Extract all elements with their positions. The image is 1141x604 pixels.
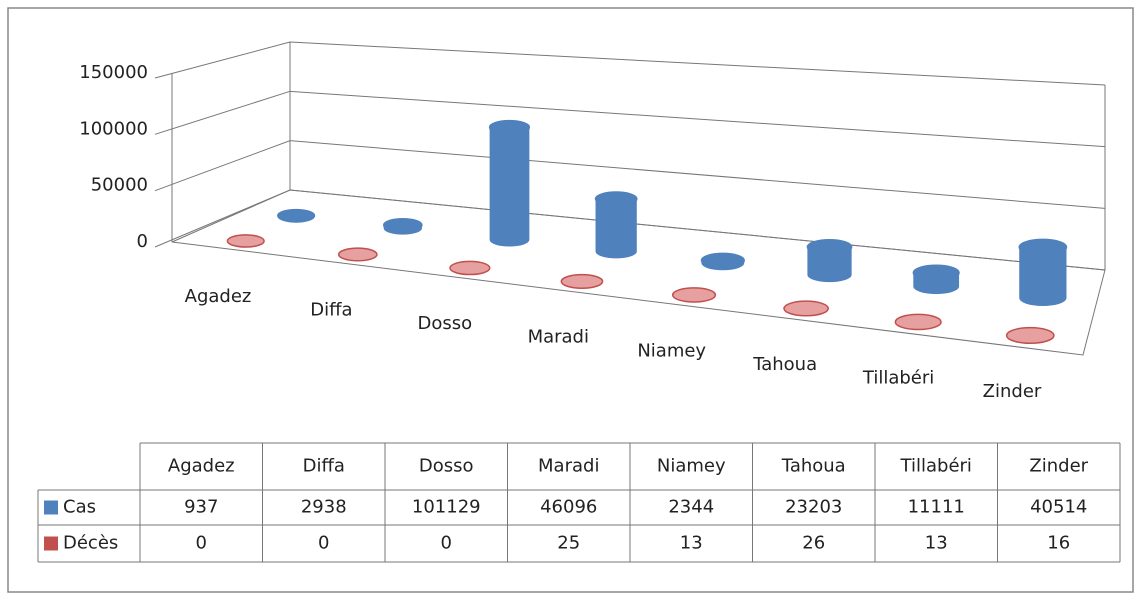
y-tick-label: 50000	[91, 175, 148, 196]
table-cell: 13	[680, 533, 703, 554]
x-tick-label: Diffa	[310, 300, 352, 321]
bar	[912, 264, 960, 295]
y-tick-label: 0	[137, 231, 148, 252]
bar-body	[807, 247, 852, 283]
table-header: Dosso	[419, 456, 474, 477]
legend-label: Cas	[63, 497, 96, 518]
bar	[1018, 238, 1068, 306]
table-cell: 0	[441, 533, 452, 554]
x-tick-label: Dosso	[418, 313, 473, 334]
bar-top	[1018, 238, 1068, 256]
table-cell: 0	[196, 533, 207, 554]
bar	[382, 218, 423, 235]
bar	[226, 234, 265, 248]
bar-top	[912, 264, 960, 282]
data-table: Agadez Diffa Dosso Maradi Niamey Tahoua Tillab…	[37, 442, 1121, 563]
x-tick-label: Niamey	[637, 340, 706, 361]
table-cell: 13	[925, 533, 948, 554]
grid-line	[154, 90, 1106, 148]
table-cell: 25	[557, 533, 580, 554]
legend-key	[44, 536, 58, 551]
x-tick-label: Tillabéri	[862, 367, 934, 388]
bar-body	[1019, 247, 1067, 306]
bar-top	[671, 287, 717, 303]
grid-line	[154, 140, 1106, 209]
table-cell: 16	[1047, 533, 1070, 554]
bar	[594, 191, 638, 259]
grid-line	[154, 41, 1106, 86]
bar	[560, 273, 604, 289]
bar	[449, 260, 491, 276]
bar-body	[913, 272, 960, 295]
table-cell: 2938	[301, 497, 347, 518]
table-cell: 0	[318, 533, 329, 554]
bar	[806, 238, 853, 283]
x-tick-label: Zinder	[983, 381, 1042, 402]
table-cell: 40514	[1030, 497, 1087, 518]
table-header: Tahoua	[781, 456, 846, 477]
table-header: Agadez	[168, 456, 235, 477]
table-header: Maradi	[538, 456, 599, 477]
bar-top	[449, 260, 491, 276]
bar-top	[783, 300, 829, 317]
bar-top	[1005, 326, 1055, 345]
table-header: Tillabéri	[900, 456, 972, 477]
bar-top	[382, 218, 423, 233]
table-header: Zinder	[1029, 456, 1088, 477]
bar	[1005, 326, 1055, 345]
table-cell: 26	[802, 533, 825, 554]
y-tick-label: 100000	[79, 118, 148, 139]
bar	[894, 313, 942, 331]
bar-top	[894, 313, 942, 331]
bar-top	[700, 252, 745, 269]
legend-label: Décès	[63, 533, 118, 554]
bar-top	[488, 119, 531, 135]
bar-top	[277, 208, 316, 223]
table-cell: 23203	[785, 497, 842, 518]
bar-body	[701, 260, 745, 271]
x-tick-label: Maradi	[528, 327, 589, 348]
table-cell: 2344	[668, 497, 714, 518]
chart-frame	[7, 7, 1134, 593]
bar-body	[383, 225, 422, 235]
bar-top	[226, 234, 265, 248]
bar	[337, 247, 378, 262]
bar	[671, 287, 717, 303]
x-tick-label: Agadez	[185, 286, 252, 307]
table-header: Niamey	[657, 456, 726, 477]
table-cell: 11111	[908, 497, 965, 518]
bar-top	[594, 191, 638, 207]
bar-top	[560, 273, 604, 289]
table-header: Diffa	[303, 456, 345, 477]
bar	[700, 252, 745, 271]
y-tick-label: 150000	[79, 62, 148, 83]
bar-body	[595, 198, 637, 259]
bar-top	[806, 238, 853, 256]
bar-body	[489, 127, 530, 247]
bar	[783, 300, 829, 317]
bar-top	[337, 247, 378, 262]
bar	[277, 208, 316, 223]
legend-key	[44, 500, 58, 515]
bar	[488, 119, 531, 247]
x-tick-label: Tahoua	[752, 354, 817, 375]
table-cell: 46096	[540, 497, 597, 518]
table-cell: 101129	[412, 497, 481, 518]
table-cell: 937	[184, 497, 218, 518]
